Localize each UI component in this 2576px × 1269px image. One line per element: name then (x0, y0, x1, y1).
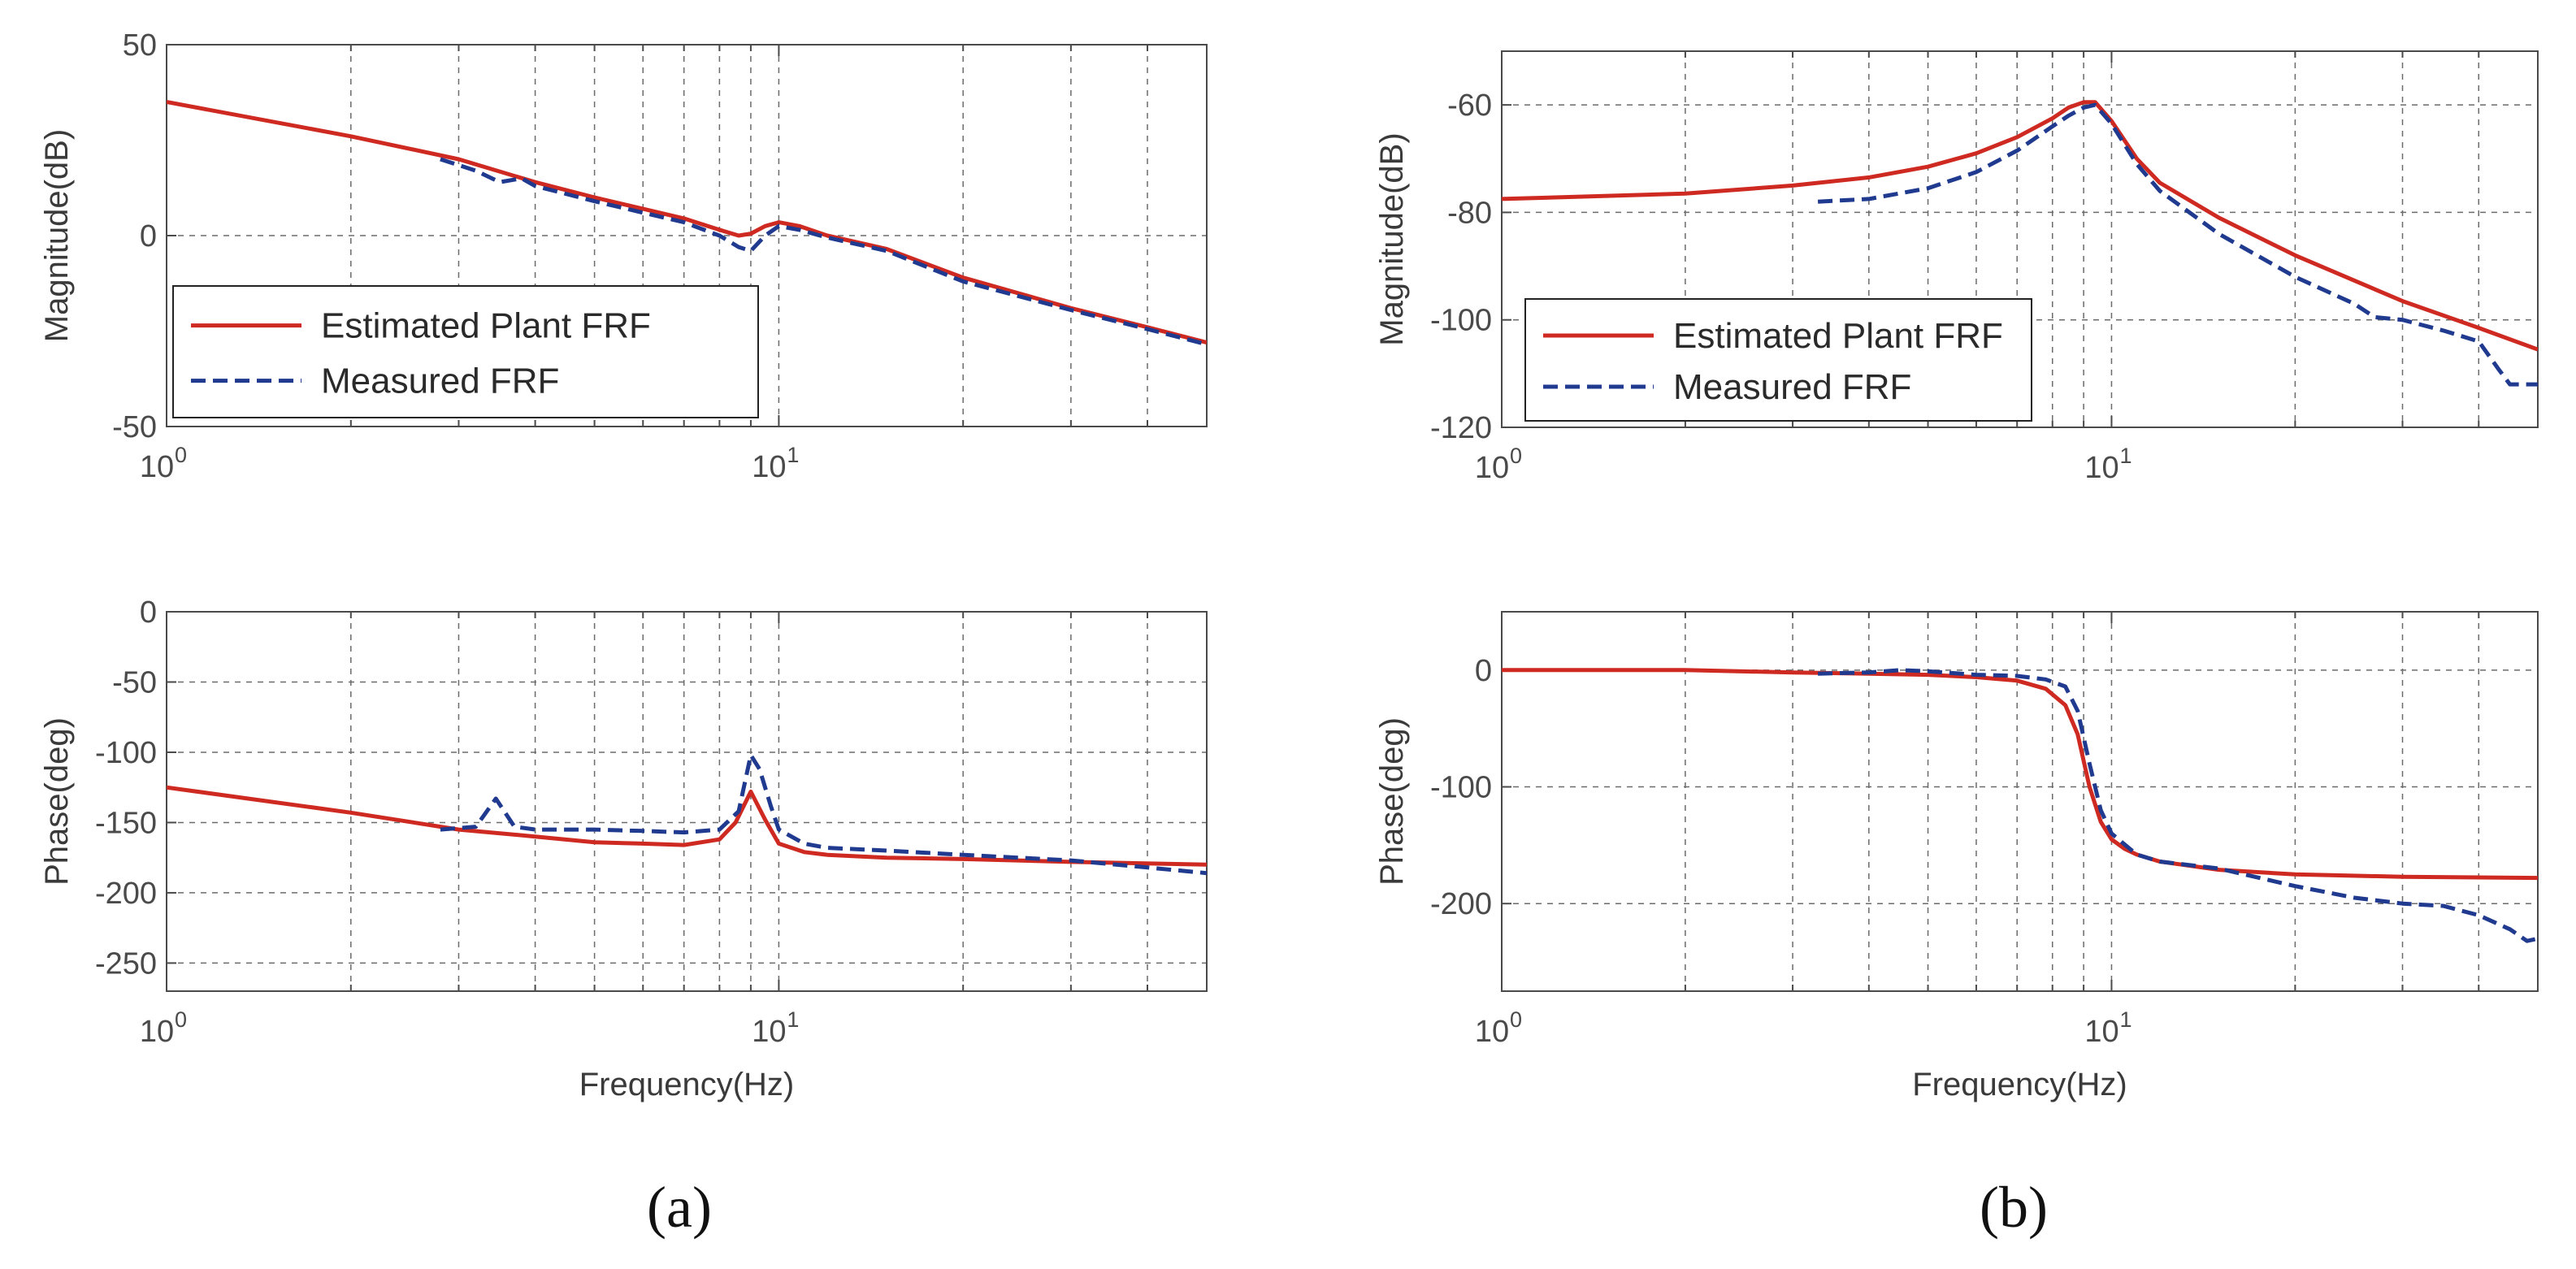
y-tick-label: -200 (1430, 887, 1492, 921)
legend: Estimated Plant FRF Measured FRF (1524, 298, 2032, 422)
x-axis-label: Frequency(Hz) (1912, 1067, 2127, 1102)
x-tick-exponent: 0 (1510, 444, 1522, 468)
series-group (167, 100, 1207, 347)
x-tick-label: 10 (752, 450, 786, 484)
y-tick-label: -50 (112, 665, 157, 699)
y-tick-label: -120 (1430, 411, 1492, 445)
y-axis-label: Phase(deg) (39, 717, 75, 886)
x-tick-label: 10 (752, 1015, 786, 1049)
legend-label: Measured FRF (321, 362, 559, 401)
grid (167, 45, 1207, 427)
y-tick-label: 0 (140, 219, 157, 253)
x-tick-label: 10 (2084, 451, 2118, 485)
x-tick-label: 10 (1475, 451, 1509, 485)
x-axis-label: Frequency(Hz) (579, 1067, 795, 1102)
legend-label: Measured FRF (1673, 367, 1911, 407)
legend-box (1524, 298, 2032, 422)
series-group (1502, 668, 2538, 943)
series-estimated-plant-frf (167, 785, 1207, 867)
x-tick-exponent: 0 (175, 443, 187, 467)
series-measured-frf (440, 157, 1207, 347)
plot-frame (1501, 611, 2539, 992)
x-tick-label: 10 (140, 450, 174, 484)
x-tick-label: 10 (1475, 1015, 1509, 1049)
y-axis-label: Magnitude(dB) (39, 129, 75, 342)
tick-marks (166, 611, 1208, 991)
plot-frame (1501, 50, 2539, 428)
y-tick-label: 0 (1475, 654, 1492, 688)
x-tick-exponent: 1 (2119, 444, 2131, 468)
caption-b: (b) (1980, 1175, 2048, 1240)
y-tick-label: -100 (1430, 771, 1492, 805)
tick-marks (166, 44, 1208, 427)
legend-label: Estimated Plant FRF (321, 306, 651, 346)
legend-label: Estimated Plant FRF (1673, 316, 2003, 356)
x-tick-exponent: 1 (2119, 1007, 2131, 1032)
series-measured-frf (440, 752, 1207, 876)
y-tick-label: -80 (1447, 196, 1492, 230)
y-tick-label: -150 (95, 806, 157, 840)
y-tick-label: -50 (112, 410, 157, 444)
series-estimated-plant-frf (1502, 100, 2538, 352)
x-tick-label: 10 (140, 1015, 174, 1049)
series-estimated-plant-frf (1502, 668, 2538, 881)
x-tick-label: 10 (2084, 1015, 2118, 1049)
x-tick-exponent: 1 (787, 1007, 799, 1032)
x-tick-exponent: 0 (1510, 1007, 1522, 1032)
y-tick-label: -100 (1430, 304, 1492, 338)
x-tick-exponent: 0 (175, 1007, 187, 1032)
tick-marks (1501, 612, 2539, 991)
y-tick-label: 0 (140, 596, 157, 630)
series-measured-frf (1818, 668, 2538, 943)
y-axis-label: Magnitude(dB) (1374, 132, 1410, 345)
grid (167, 612, 1207, 991)
x-tick-exponent: 1 (787, 443, 799, 467)
y-tick-label: 50 (123, 28, 157, 63)
y-axis-label: Phase(deg) (1374, 717, 1410, 886)
y-tick-label: -100 (95, 736, 157, 770)
y-tick-label: -200 (95, 877, 157, 911)
tick-marks (1501, 51, 2539, 428)
plot-frame (166, 611, 1208, 992)
y-tick-label: -250 (95, 946, 157, 981)
legend: Estimated Plant FRF Measured FRF (172, 285, 759, 418)
series-group (1502, 100, 2538, 387)
series-measured-frf (1817, 102, 2538, 387)
legend-box (172, 285, 759, 418)
series-group (167, 752, 1207, 876)
y-tick-label: -60 (1447, 89, 1492, 123)
caption-a: (a) (647, 1175, 712, 1240)
series-estimated-plant-frf (167, 100, 1207, 345)
